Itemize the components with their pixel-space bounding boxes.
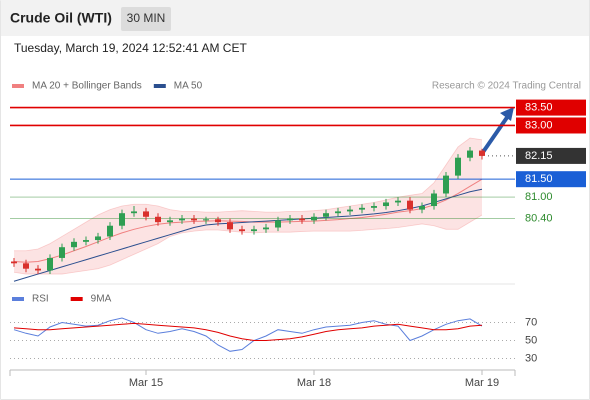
candle-body	[359, 207, 365, 210]
candle-body	[167, 220, 173, 223]
x-tick-label: Mar 18	[297, 377, 331, 389]
candle-body	[215, 219, 221, 223]
candle-body	[323, 213, 329, 217]
band-edge	[13, 214, 483, 275]
candle-body	[47, 257, 53, 271]
y-tick-label: 30	[525, 352, 537, 364]
timeframe[interactable]: 30 MIN	[127, 11, 166, 25]
header-bar	[0, 0, 590, 36]
level-box	[516, 117, 586, 134]
candle-body	[239, 229, 245, 232]
candle-body	[59, 247, 65, 258]
candle-body	[479, 150, 485, 156]
candle-body	[203, 219, 209, 221]
candle-body	[371, 206, 377, 208]
legend-label: RSI	[32, 294, 49, 305]
candle-body	[179, 218, 185, 221]
candle-body	[143, 211, 149, 217]
candle-body	[419, 206, 425, 210]
forecast-arrow	[479, 114, 510, 157]
source: Research © 2024 Trading Central	[432, 81, 581, 92]
candle-body	[107, 225, 113, 237]
candle-body	[335, 211, 341, 214]
candle-body	[467, 150, 473, 158]
candle-body	[35, 268, 41, 271]
candle-body	[347, 209, 353, 212]
candle-body	[455, 157, 461, 176]
legend-swatch	[12, 84, 24, 88]
level-label: 83.50	[525, 101, 553, 113]
x-tick-label: Mar 15	[129, 377, 163, 389]
candle-body	[119, 213, 125, 226]
candle-body	[431, 193, 437, 207]
candle-body	[155, 216, 161, 223]
candle-body	[311, 216, 317, 221]
level-box	[516, 99, 586, 116]
level-label: 81.50	[525, 173, 553, 185]
legend-swatch	[12, 297, 24, 301]
candle-body	[23, 263, 29, 269]
rsi-line	[13, 317, 483, 352]
candle-body	[299, 218, 305, 221]
legend-swatch	[70, 297, 83, 301]
level-label: 82.15	[525, 150, 553, 162]
candle-body	[251, 229, 257, 232]
legend-swatch	[153, 84, 166, 88]
level-box	[516, 171, 586, 188]
legend-label: 9MA	[91, 294, 112, 305]
candle-body	[263, 227, 269, 230]
candle-body	[83, 240, 89, 242]
level-label: 83.00	[525, 119, 553, 131]
candle-body	[11, 261, 17, 264]
legend-label: MA 50	[174, 81, 203, 92]
legend-label: MA 20 + Bollinger Bands	[32, 81, 142, 92]
candle-body	[95, 236, 101, 241]
bollinger-band	[14, 138, 482, 275]
level-label: 81.00	[525, 191, 553, 203]
x-tick-label: Mar 19	[465, 377, 499, 389]
timeframe-box[interactable]	[121, 7, 171, 31]
candle-body	[407, 200, 413, 210]
level-box	[516, 147, 586, 164]
y-tick-label: 70	[525, 316, 537, 328]
rsi-line	[13, 322, 483, 341]
candle-body	[71, 241, 77, 248]
ma-line	[13, 188, 483, 282]
candle-body	[275, 220, 281, 228]
datetime: Tuesday, March 19, 2024 12:52:41 AM CET	[14, 41, 247, 55]
level-label: 80.40	[525, 212, 553, 224]
instrument-title: Crude Oil (WTI)	[10, 10, 112, 26]
candle-body	[131, 211, 137, 214]
candle-body	[191, 218, 197, 221]
candle-body	[287, 218, 293, 221]
arrow-head	[500, 107, 514, 121]
candle-body	[395, 200, 401, 203]
candle-body	[227, 222, 233, 230]
candle-body	[443, 175, 449, 194]
y-tick-label: 50	[525, 334, 537, 346]
candle-body	[383, 202, 389, 207]
